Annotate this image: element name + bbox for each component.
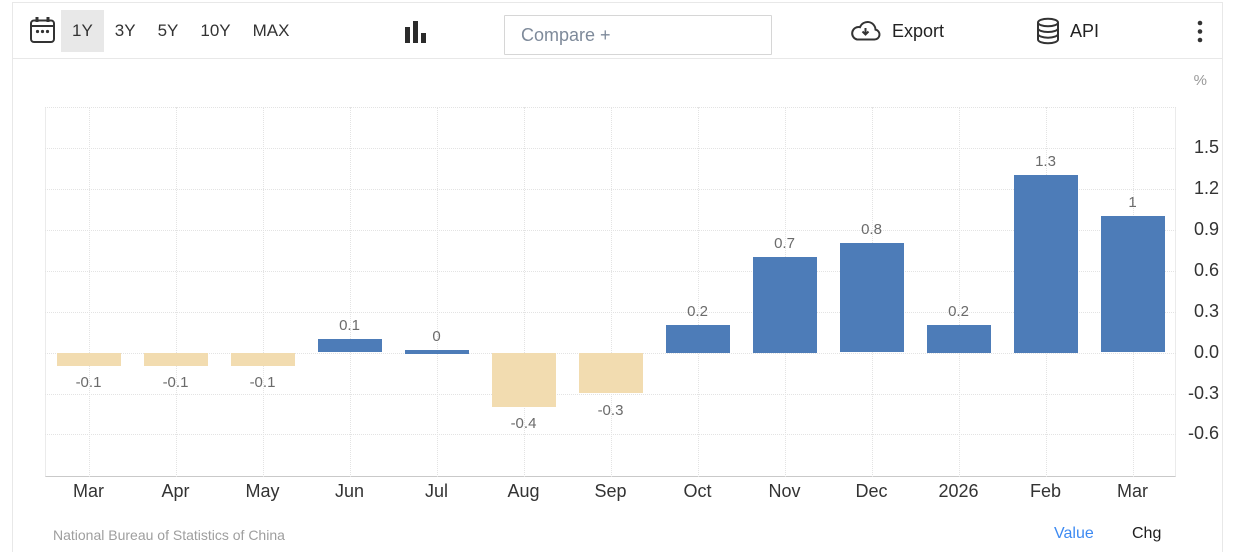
more-options-button[interactable]: [1189, 16, 1211, 46]
x-axis-label: Oct: [683, 481, 712, 501]
y-axis-tick-label: 1.2: [1193, 177, 1219, 198]
value-toggle[interactable]: Value: [1054, 525, 1094, 542]
chart-area: % -0.1 Mar -0.1 Apr -0.1 May 0.1 Jun 0 Jul -0.4 Aug…: [13, 3, 1222, 552]
gridline-vertical: [610, 107, 612, 477]
gridline-vertical: [88, 107, 90, 477]
x-axis-label: Dec: [855, 481, 888, 501]
gridline-horizontal: [45, 311, 1176, 313]
calendar-icon: [29, 16, 56, 45]
x-axis-label: May: [245, 481, 280, 501]
y-axis-tick-label: 0.3: [1193, 300, 1219, 321]
bar-value-label: 0.2: [948, 303, 969, 321]
x-axis-label: Sep: [594, 481, 627, 501]
range-selector: 1Y 3Y 5Y 10Y MAX: [61, 10, 300, 52]
gridline-horizontal: [45, 188, 1176, 190]
bar-value-label: -0.1: [75, 374, 102, 392]
compare-input[interactable]: [504, 15, 772, 55]
bar-aug[interactable]: [491, 352, 556, 408]
export-label: Export: [892, 20, 945, 41]
range-button-10y[interactable]: 10Y: [189, 10, 241, 52]
y-axis-tick-label: -0.6: [1187, 423, 1219, 444]
gridline-horizontal: [45, 393, 1176, 395]
bar-2026[interactable]: [926, 325, 991, 353]
api-label: API: [1070, 20, 1100, 41]
gridline-vertical: [523, 107, 525, 477]
y-axis-tick-label: 0.9: [1193, 218, 1219, 239]
gridline-vertical: [436, 107, 438, 477]
gridline-vertical: [697, 107, 699, 477]
bar-feb[interactable]: [1013, 175, 1078, 353]
x-axis-label: Jun: [334, 481, 365, 501]
x-axis-label: Mar: [1117, 481, 1148, 501]
bar-chart-icon: [404, 19, 427, 44]
bar-value-label: 0.1: [339, 316, 360, 334]
x-axis-label: Feb: [1029, 481, 1062, 501]
bar-value-label: 1: [1128, 194, 1137, 212]
bar-value-label: -0.1: [162, 374, 189, 392]
y-axis-tick-label: -0.3: [1187, 382, 1219, 403]
cloud-download-icon: [847, 19, 883, 44]
export-button[interactable]: Export: [847, 16, 944, 46]
bar-value-label: 0: [432, 327, 441, 345]
x-axis-label: Apr: [161, 481, 190, 501]
api-button[interactable]: API: [1035, 16, 1099, 46]
bar-value-label: -0.4: [510, 415, 537, 433]
bar-oct[interactable]: [665, 325, 730, 353]
database-icon: [1035, 17, 1061, 45]
gridline-horizontal: [45, 434, 1176, 436]
gridline-vertical: [175, 107, 177, 477]
source-attribution: National Bureau of Statistics of China: [53, 527, 285, 543]
kebab-menu-icon: [1197, 20, 1203, 43]
y-axis-tick-label: 0.0: [1193, 341, 1219, 362]
bar-jun[interactable]: [317, 338, 382, 353]
bar-mar[interactable]: [1100, 216, 1165, 353]
x-axis-label: Mar: [73, 481, 104, 501]
bar-sep[interactable]: [578, 352, 643, 394]
chg-toggle[interactable]: Chg: [1132, 525, 1162, 542]
range-button-3y[interactable]: 3Y: [104, 10, 147, 52]
bar-value-label: -0.1: [249, 374, 276, 392]
bar-value-label: 0.8: [861, 221, 882, 239]
bar-value-label: 1.3: [1035, 153, 1056, 171]
y-axis-unit: %: [1193, 72, 1207, 89]
range-button-5y[interactable]: 5Y: [147, 10, 190, 52]
gridline-horizontal: [45, 147, 1176, 149]
y-axis-tick-label: 0.6: [1193, 259, 1219, 280]
bar-dec[interactable]: [839, 243, 904, 353]
gridline-horizontal: [45, 107, 1176, 108]
x-axis-label: 2026: [938, 481, 979, 501]
gridline-vertical: [958, 107, 960, 477]
gridline-vertical: [349, 107, 351, 477]
x-axis-label: Aug: [507, 481, 540, 501]
range-button-1y[interactable]: 1Y: [61, 10, 104, 52]
bar-value-label: 0.7: [774, 235, 795, 253]
bar-mar[interactable]: [56, 352, 121, 367]
bar-may[interactable]: [230, 352, 295, 367]
plot-frame: [45, 107, 1176, 477]
gridline-vertical: [262, 107, 264, 477]
x-axis-label: Nov: [768, 481, 801, 501]
gridline-horizontal: [45, 270, 1176, 272]
bar-value-label: -0.3: [597, 401, 624, 419]
bar-apr[interactable]: [143, 352, 208, 367]
calendar-button[interactable]: [27, 14, 57, 46]
range-button-max[interactable]: MAX: [242, 10, 301, 52]
gridline-horizontal: [45, 229, 1176, 231]
bar-jul[interactable]: [404, 349, 469, 354]
bar-value-label: 0.2: [687, 303, 708, 321]
y-axis-tick-label: 1.5: [1193, 136, 1219, 157]
x-axis-label: Jul: [424, 481, 448, 501]
bar-nov[interactable]: [752, 257, 817, 353]
chart-type-button[interactable]: [397, 16, 433, 46]
